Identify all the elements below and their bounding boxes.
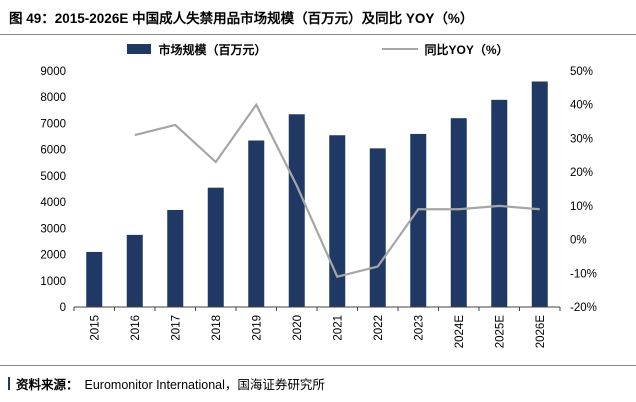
bar bbox=[86, 251, 103, 307]
x-axis-tick-label: 2019 bbox=[251, 315, 263, 341]
line-series-swatch-icon bbox=[381, 48, 418, 50]
bar bbox=[248, 140, 265, 307]
right-axis-tick-label: 40% bbox=[570, 100, 593, 112]
legend-item-bar: 市场规模（百万元） bbox=[127, 41, 267, 58]
x-axis-tick-label: 2018 bbox=[211, 315, 223, 341]
x-axis-tick-label: 2025E bbox=[494, 315, 506, 349]
left-axis-tick-label: 3000 bbox=[40, 223, 66, 235]
bars bbox=[86, 81, 548, 307]
source-label: 资料来源： bbox=[16, 378, 79, 392]
plot: 0 1000 2000 3000 4000 5000 6000 7000 8000 9000 -20… bbox=[40, 66, 597, 349]
bar bbox=[369, 148, 386, 307]
right-axis-labels: -20% -10% 0% 10% 20% 30% 40% 50% bbox=[570, 66, 597, 314]
x-axis-tick-label: 2015 bbox=[89, 315, 101, 341]
right-axis-tick-label: -20% bbox=[570, 302, 597, 314]
bar bbox=[410, 133, 427, 307]
right-axis-tick-label: 50% bbox=[570, 66, 593, 78]
line-series-label: 同比YOY（%） bbox=[424, 42, 509, 57]
right-axis-tick-label: 0% bbox=[570, 235, 587, 247]
left-axis-tick-label: 0 bbox=[60, 302, 66, 314]
bar bbox=[491, 99, 508, 307]
x-axis-labels: 2015 2016 2017 2018 2019 2020 2021 2022 2023 2024… bbox=[89, 315, 547, 349]
left-axis-tick-label: 1000 bbox=[40, 276, 66, 288]
bar bbox=[531, 81, 548, 307]
right-axis-tick-label: 30% bbox=[570, 133, 593, 145]
left-axis-tick-label: 7000 bbox=[40, 118, 66, 130]
source-marker-icon bbox=[8, 377, 10, 390]
x-axis-tick-label: 2017 bbox=[170, 315, 182, 341]
left-axis-tick-label: 4000 bbox=[40, 197, 66, 209]
left-axis-tick-label: 6000 bbox=[40, 145, 66, 157]
x-axis-tick-label: 2022 bbox=[373, 315, 385, 341]
left-axis-tick-label: 8000 bbox=[40, 92, 66, 104]
bar bbox=[288, 114, 305, 307]
bar bbox=[167, 209, 184, 307]
source-text: Euromonitor International，国海证券研究所 bbox=[84, 378, 325, 392]
legend: 市场规模（百万元） 同比YOY（%） bbox=[0, 35, 636, 63]
right-axis-tick-label: -10% bbox=[570, 268, 597, 280]
x-axis-tick-label: 2020 bbox=[292, 315, 304, 341]
x-axis-tick-label: 2026E bbox=[535, 315, 547, 349]
left-axis-tick-label: 5000 bbox=[40, 171, 66, 183]
x-axis-tick-label: 2016 bbox=[130, 315, 142, 341]
bar-series-label: 市场规模（百万元） bbox=[158, 42, 267, 57]
x-axis-tick-label: 2021 bbox=[332, 315, 344, 341]
left-axis-tick-label: 2000 bbox=[40, 250, 66, 262]
bar-series-swatch-icon bbox=[127, 44, 152, 54]
bar bbox=[207, 187, 224, 307]
bar bbox=[450, 118, 467, 307]
source-note: 资料来源： Euromonitor International，国海证券研究所 bbox=[0, 365, 636, 402]
x-axis-ticks bbox=[73, 307, 561, 311]
bar bbox=[329, 135, 346, 307]
yoy-line bbox=[134, 102, 540, 278]
right-axis-tick-label: 20% bbox=[570, 167, 593, 179]
bar bbox=[126, 234, 143, 307]
right-axis-tick-label: 10% bbox=[570, 201, 593, 213]
left-axis-labels: 0 1000 2000 3000 4000 5000 6000 7000 8000 9000 bbox=[40, 66, 66, 314]
x-axis-tick-label: 2023 bbox=[413, 315, 425, 341]
left-axis-tick-label: 9000 bbox=[40, 66, 66, 78]
legend-item-line: 同比YOY（%） bbox=[381, 41, 509, 58]
x-axis-tick-label: 2024E bbox=[454, 315, 466, 349]
figure-title: 图 49：2015-2026E 中国成人失禁用品市场规模（百万元）及同比 YOY… bbox=[0, 0, 636, 35]
